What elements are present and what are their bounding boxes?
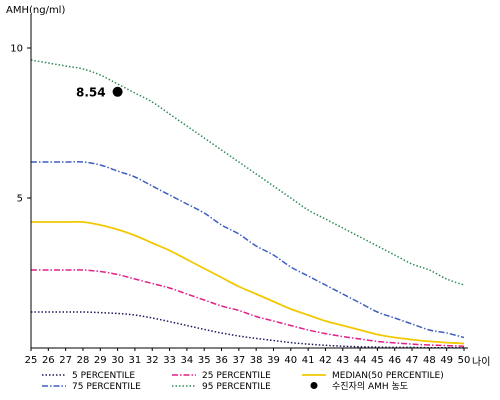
- y-axis-title: AMH(ng/ml): [6, 5, 65, 16]
- legend-label: 75 PERCENTILE: [72, 382, 141, 392]
- series-line-75-percentile: [31, 161, 465, 339]
- x-tick-label: 32: [146, 355, 159, 366]
- legend: 5 PERCENTILE 25 PERCENTILE MEDIAN(50 PERCE…: [42, 371, 444, 392]
- x-tick-label: 27: [59, 355, 72, 366]
- x-tick-label: 42: [319, 355, 332, 366]
- legend-label: 수진자의 AMH 농도: [332, 381, 408, 392]
- x-tick-label: 46: [388, 355, 401, 366]
- patient-amh-value-label: 8.54: [76, 85, 106, 99]
- x-tick-label: 29: [94, 355, 107, 366]
- x-tick-label: 44: [354, 355, 367, 366]
- x-tick-label: 38: [250, 355, 263, 366]
- x-tick-label: 39: [267, 355, 280, 366]
- series-line-median-50-percentile: [31, 220, 465, 345]
- series-line-25-percentile: [31, 269, 465, 347]
- legend-label: 95 PERCENTILE: [202, 382, 271, 392]
- plot-area: 8.54: [30, 59, 465, 349]
- x-tick-label: 45: [371, 355, 384, 366]
- x-tick-label: 37: [232, 355, 245, 366]
- y-tick-label: 5: [17, 194, 23, 205]
- x-tick-label: 41: [302, 355, 315, 366]
- x-tick-label: 48: [423, 355, 436, 366]
- x-tick-label: 33: [163, 355, 176, 366]
- series-line-95-percentile: [30, 59, 465, 286]
- x-tick-label: 35: [198, 355, 211, 366]
- legend-label: 25 PERCENTILE: [202, 371, 271, 381]
- x-tick-label: 49: [440, 355, 453, 366]
- y-tick-label: 10: [10, 44, 23, 55]
- x-tick-label: 36: [215, 355, 228, 366]
- legend-swatch-patient-amh: [310, 382, 318, 389]
- x-tick-label: 50: [458, 355, 471, 366]
- x-tick-label: 26: [42, 355, 55, 366]
- x-tick-label: 40: [284, 355, 297, 366]
- x-tick-label: 47: [406, 355, 419, 366]
- legend-label: MEDIAN(50 PERCENTILE): [332, 371, 444, 381]
- series-line-5-percentile: [30, 311, 465, 349]
- x-tick-label: 30: [111, 355, 124, 366]
- axes: 5 10 25 26 27 28 29 30 31 32 33 34 35 36 37 38 39 40 41 42 4…: [10, 14, 470, 366]
- x-tick-label: 25: [25, 355, 38, 366]
- x-tick-label: 34: [181, 355, 194, 366]
- legend-label: 5 PERCENTILE: [72, 371, 135, 381]
- x-tick-label: 31: [129, 355, 142, 366]
- x-tick-label: 43: [336, 355, 349, 366]
- x-tick-label: 28: [77, 355, 90, 366]
- x-axis-title: 나이: [472, 356, 490, 368]
- patient-amh-point: [112, 86, 123, 97]
